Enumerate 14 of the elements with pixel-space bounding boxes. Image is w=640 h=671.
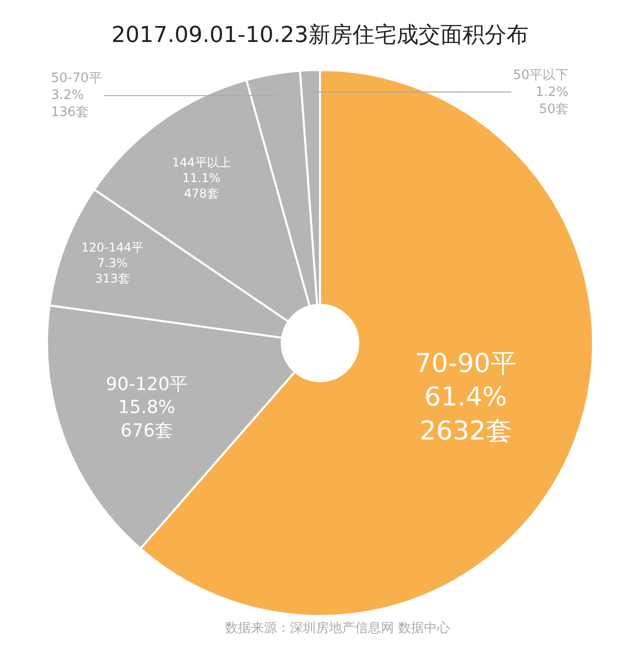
slice-label: 90-120平 — [106, 374, 188, 395]
source-note: 数据来源：深圳房地产信息网 数据中心 — [225, 620, 450, 636]
data-label: 61.4% 2632套 — [420, 382, 512, 446]
slice-label: 144平以上 — [172, 155, 231, 170]
data-label: 7.3% 313套 — [95, 256, 130, 286]
data-label: 1.2% 50套 — [536, 84, 569, 117]
slice-label: 50-70平 — [51, 71, 102, 86]
chart-title: 2017.09.01-10.23新房住宅成交面积分布 — [112, 23, 528, 48]
slice-label: 120-144平 — [81, 240, 144, 254]
data-label: 3.2% 136套 — [51, 88, 89, 120]
slice-label: 70-90平 — [414, 348, 516, 379]
slice-label: 50平以下 — [513, 68, 569, 83]
data-label: 11.1% 478套 — [182, 170, 220, 201]
data-label: 15.8% 676套 — [118, 397, 176, 442]
